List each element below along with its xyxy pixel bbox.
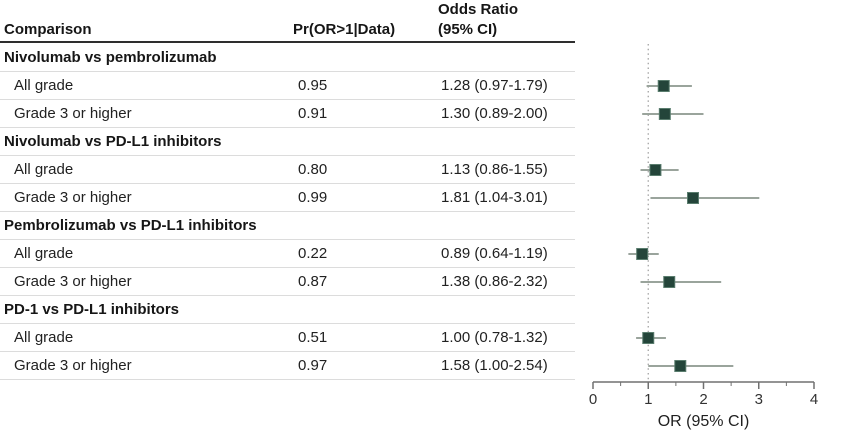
row-probability-value: 0.95 (298, 77, 328, 94)
row-probability-value: 0.51 (298, 329, 328, 346)
row-probability-value: 0.22 (298, 245, 328, 262)
or-point-marker (642, 332, 655, 344)
x-axis-tick-label: 4 (810, 391, 818, 408)
row-label: Nivolumab vs pembrolizumab (4, 49, 217, 66)
row-odds-ratio-value: 0.89 (0.64-1.19) (441, 245, 548, 262)
column-header-odds-ratio-line1: Odds Ratio (438, 1, 519, 18)
row-label: Pembrolizumab vs PD-L1 inhibitors (4, 217, 257, 234)
table-row-group-header: PD-1 vs PD-L1 inhibitors (0, 296, 575, 324)
row-probability-value: 0.87 (298, 273, 328, 290)
column-header-probability: Pr(OR>1|Data) (293, 21, 396, 38)
table-row: Grade 3 or higher 0.99 1.81 (1.04-3.01) (0, 184, 575, 212)
row-label: All grade (14, 245, 74, 262)
table-row: Grade 3 or higher 0.87 1.38 (0.86-2.32) (0, 268, 575, 296)
column-header-odds-ratio-line2: (95% CI) (438, 21, 498, 38)
table-row: All grade 0.22 0.89 (0.64-1.19) (0, 240, 575, 268)
row-label: Nivolumab vs PD-L1 inhibitors (4, 133, 222, 150)
x-axis-tick-label: 0 (589, 391, 597, 408)
row-odds-ratio-value: 1.00 (0.78-1.32) (441, 329, 548, 346)
row-label: Grade 3 or higher (14, 357, 132, 374)
row-label: All grade (14, 77, 74, 94)
row-label: Grade 3 or higher (14, 189, 132, 206)
or-point-marker (687, 192, 700, 204)
column-header-odds-ratio: Odds Ratio (95% CI) (438, 0, 518, 40)
comparison-table-body: Nivolumab vs pembrolizumab All grade 0.95 1… (0, 44, 575, 380)
or-point-marker (674, 360, 687, 372)
column-header-comparison: Comparison (4, 21, 92, 38)
table-row: All grade 0.95 1.28 (0.97-1.79) (0, 72, 575, 100)
x-axis-tick-label: 2 (699, 391, 707, 408)
row-probability-value: 0.91 (298, 105, 328, 122)
row-odds-ratio-value: 1.38 (0.86-2.32) (441, 273, 548, 290)
row-probability-value: 0.97 (298, 357, 328, 374)
table-row-group-header: Nivolumab vs pembrolizumab (0, 44, 575, 72)
table-row: All grade 0.80 1.13 (0.86-1.55) (0, 156, 575, 184)
or-point-marker (658, 108, 671, 120)
row-probability-value: 0.99 (298, 189, 328, 206)
row-label: All grade (14, 329, 74, 346)
row-label: All grade (14, 161, 74, 178)
or-point-marker (663, 276, 676, 288)
header-rule (0, 41, 575, 43)
table-row: All grade 0.51 1.00 (0.78-1.32) (0, 324, 575, 352)
or-point-marker (657, 80, 670, 92)
row-probability-value: 0.80 (298, 161, 328, 178)
row-odds-ratio-value: 1.13 (0.86-1.55) (441, 161, 548, 178)
table-row-group-header: Pembrolizumab vs PD-L1 inhibitors (0, 212, 575, 240)
row-label: PD-1 vs PD-L1 inhibitors (4, 301, 180, 318)
x-axis-title: OR (95% CI) (658, 413, 750, 430)
row-label: Grade 3 or higher (14, 273, 132, 290)
x-axis-tick-label: 3 (755, 391, 763, 408)
table-row: Grade 3 or higher 0.91 1.30 (0.89-2.00) (0, 100, 575, 128)
row-odds-ratio-value: 1.28 (0.97-1.79) (441, 77, 548, 94)
row-odds-ratio-value: 1.58 (1.00-2.54) (441, 357, 548, 374)
x-axis-tick-label: 1 (644, 391, 652, 408)
row-label: Grade 3 or higher (14, 105, 132, 122)
or-point-marker (649, 164, 662, 176)
table-row: Grade 3 or higher 0.97 1.58 (1.00-2.54) (0, 352, 575, 380)
row-odds-ratio-value: 1.30 (0.89-2.00) (441, 105, 548, 122)
table-row-group-header: Nivolumab vs PD-L1 inhibitors (0, 128, 575, 156)
or-point-marker (636, 248, 649, 260)
row-odds-ratio-value: 1.81 (1.04-3.01) (441, 189, 548, 206)
